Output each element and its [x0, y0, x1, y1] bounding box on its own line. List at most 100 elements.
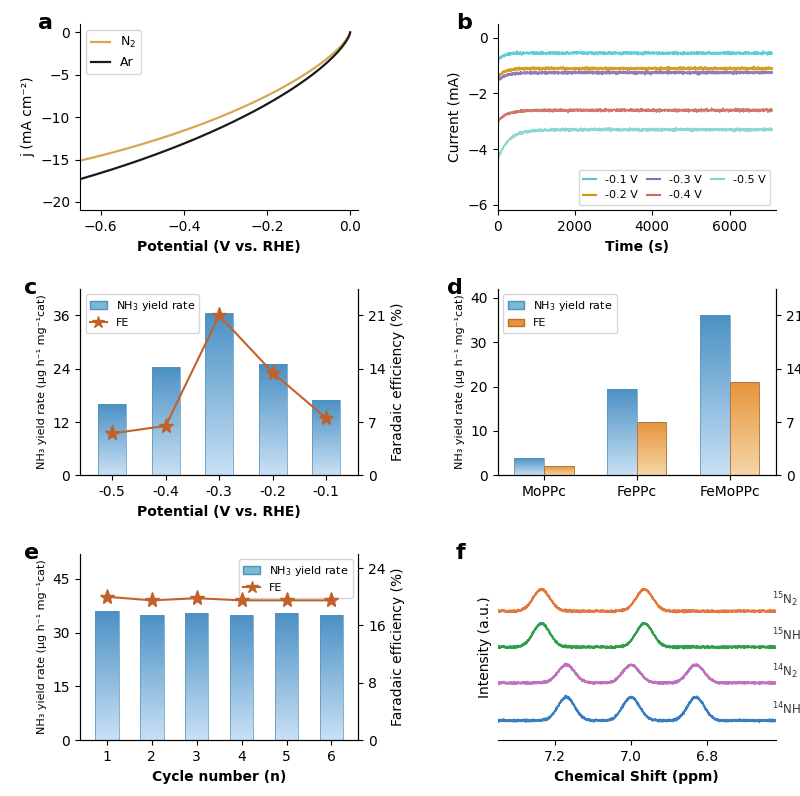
Bar — [95, 673, 118, 675]
Bar — [95, 696, 118, 697]
Bar — [320, 735, 343, 736]
Bar — [185, 651, 209, 652]
Bar — [320, 697, 343, 698]
Bar — [700, 319, 730, 321]
Bar — [320, 708, 343, 709]
Legend: NH$_3$ yield rate, FE: NH$_3$ yield rate, FE — [86, 295, 199, 333]
Bar — [275, 724, 298, 725]
Bar — [700, 322, 730, 323]
Bar — [206, 369, 233, 370]
Bar — [275, 690, 298, 692]
Bar — [152, 461, 179, 462]
Bar — [275, 649, 298, 650]
Bar — [140, 716, 163, 717]
Ar — [145, 152, 154, 162]
Bar — [206, 397, 233, 398]
Bar — [185, 649, 209, 650]
Bar — [185, 619, 209, 620]
Bar — [95, 658, 118, 660]
Bar — [320, 669, 343, 670]
Bar — [95, 728, 118, 729]
Bar — [320, 658, 343, 660]
Bar — [185, 668, 209, 669]
Bar — [700, 459, 730, 461]
Bar — [700, 364, 730, 365]
Bar — [259, 459, 286, 461]
Bar — [275, 631, 298, 632]
Bar — [152, 395, 179, 396]
Bar — [185, 731, 209, 732]
Bar — [140, 661, 163, 663]
Bar — [320, 727, 343, 728]
Bar — [152, 426, 179, 427]
Bar — [230, 648, 254, 650]
Bar — [259, 419, 286, 421]
Bar — [320, 645, 343, 646]
Bar — [206, 407, 233, 408]
Bar — [230, 656, 254, 657]
Bar — [206, 448, 233, 450]
Bar — [320, 738, 343, 739]
Bar — [206, 393, 233, 394]
Bar — [152, 468, 179, 469]
Bar — [700, 374, 730, 376]
Bar — [185, 667, 209, 668]
Bar — [185, 683, 209, 684]
Bar — [320, 615, 343, 616]
Bar — [230, 710, 254, 711]
Bar — [206, 461, 233, 462]
Bar — [275, 684, 298, 685]
Bar — [95, 648, 118, 649]
Bar — [275, 661, 298, 663]
Bar — [230, 709, 254, 710]
Bar — [152, 391, 179, 392]
Bar — [95, 708, 118, 709]
Bar — [700, 430, 730, 431]
Bar — [275, 719, 298, 720]
Bar — [95, 636, 118, 637]
Bar — [152, 441, 179, 442]
Bar — [206, 328, 233, 330]
Bar — [275, 720, 298, 721]
Bar — [152, 401, 179, 402]
Bar — [700, 378, 730, 380]
Bar — [700, 321, 730, 322]
Bar — [700, 414, 730, 416]
Bar — [230, 707, 254, 708]
Bar — [152, 379, 179, 380]
Bar — [95, 660, 118, 661]
Bar — [700, 326, 730, 327]
Bar — [206, 469, 233, 470]
Bar — [700, 470, 730, 471]
Bar — [140, 704, 163, 706]
Bar — [259, 440, 286, 441]
Bar — [259, 446, 286, 447]
Bar — [152, 369, 179, 370]
Bar — [700, 345, 730, 346]
Y-axis label: NH₃ yield rate (μg h⁻¹ mg⁻¹cat): NH₃ yield rate (μg h⁻¹ mg⁻¹cat) — [37, 560, 47, 735]
Bar — [140, 630, 163, 631]
Bar — [206, 417, 233, 419]
Bar — [259, 416, 286, 417]
Bar — [206, 454, 233, 455]
Bar — [275, 613, 298, 740]
Bar — [259, 411, 286, 412]
Bar — [320, 712, 343, 713]
Bar — [206, 471, 233, 473]
Bar — [230, 728, 254, 729]
N$_2$ — [123, 143, 133, 153]
Bar — [152, 453, 179, 454]
Bar — [140, 723, 163, 724]
Bar — [95, 611, 118, 740]
Bar — [185, 719, 209, 720]
Bar — [320, 694, 343, 695]
Bar — [152, 403, 179, 404]
Bar — [275, 714, 298, 715]
Bar — [700, 353, 730, 354]
Bar — [185, 677, 209, 679]
Bar — [700, 437, 730, 438]
Bar — [152, 472, 179, 473]
Bar — [140, 694, 163, 695]
Bar — [140, 617, 163, 618]
Bar — [275, 706, 298, 708]
